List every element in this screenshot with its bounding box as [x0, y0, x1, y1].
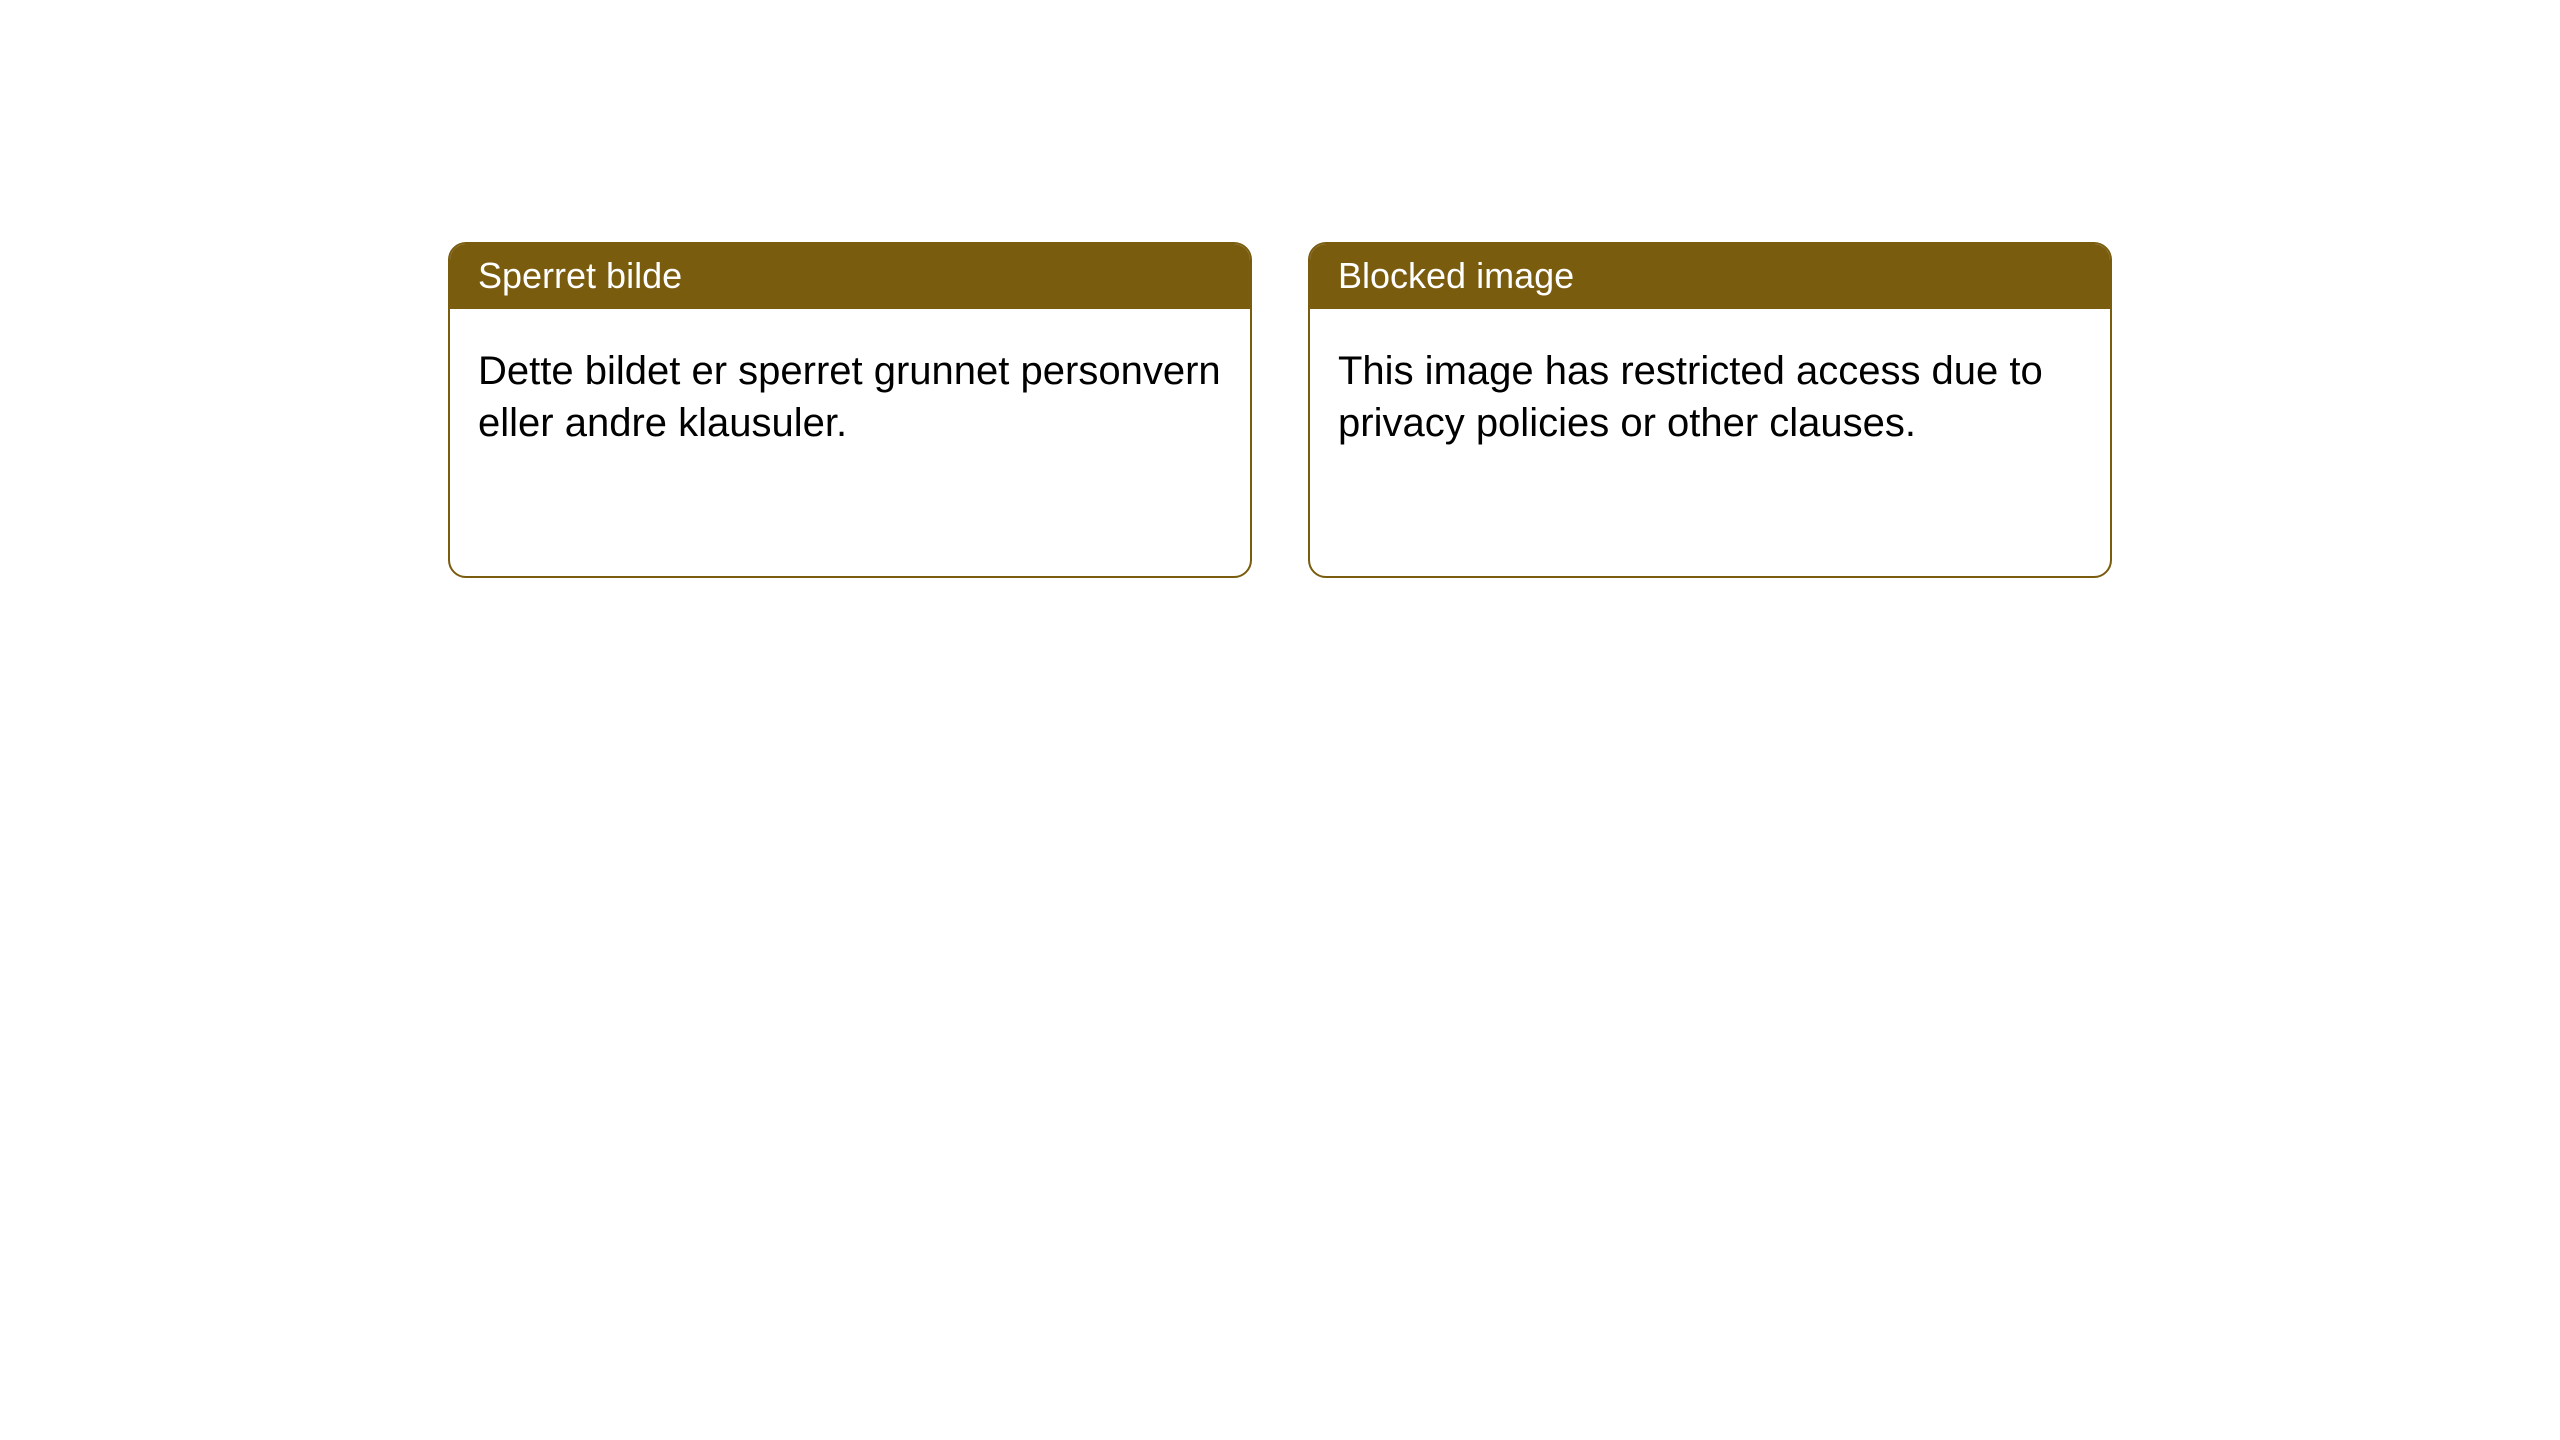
card-title-english: Blocked image: [1310, 244, 2110, 309]
notice-container: Sperret bilde Dette bildet er sperret gr…: [0, 0, 2560, 578]
card-title-norwegian: Sperret bilde: [450, 244, 1250, 309]
blocked-image-card-norwegian: Sperret bilde Dette bildet er sperret gr…: [448, 242, 1252, 578]
card-body-english: This image has restricted access due to …: [1310, 309, 2110, 477]
blocked-image-card-english: Blocked image This image has restricted …: [1308, 242, 2112, 578]
card-body-norwegian: Dette bildet er sperret grunnet personve…: [450, 309, 1250, 477]
